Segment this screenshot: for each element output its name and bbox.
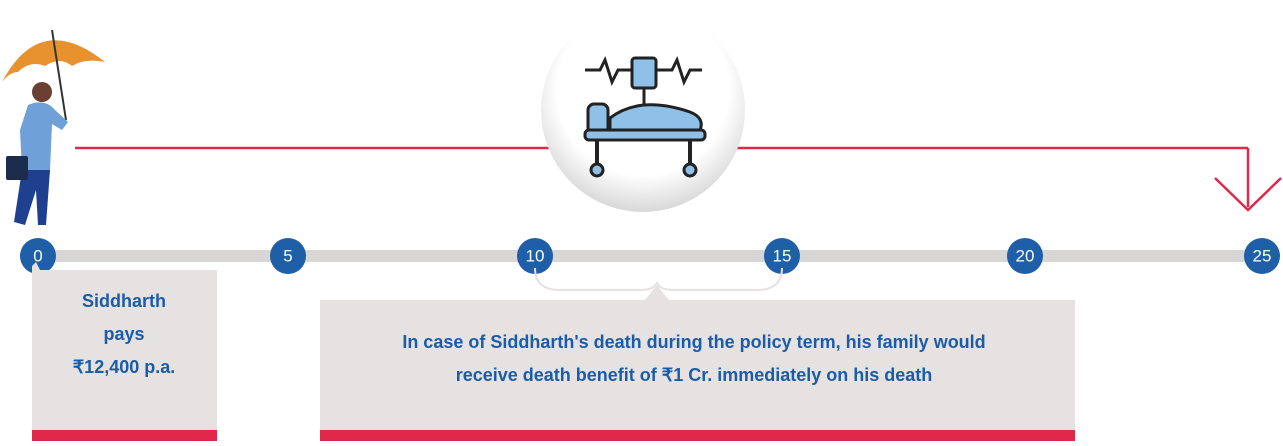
- tick-label: 25: [1253, 246, 1272, 265]
- infographic: 0 5 10 15 20 25 Siddharth pays ₹12,400 p.a. In …: [0, 0, 1283, 441]
- timeline-track: [38, 250, 1262, 262]
- payment-line: pays: [103, 324, 144, 344]
- payment-box: [32, 262, 217, 441]
- benefit-line: receive death benefit of ₹1 Cr. immediat…: [456, 365, 933, 385]
- tick-label: 0: [33, 246, 42, 265]
- tick-label: 15: [773, 246, 792, 265]
- payment-line: Siddharth: [82, 291, 166, 311]
- hospital-icon: [541, 8, 745, 212]
- benefit-line: In case of Siddharth's death during the …: [402, 332, 985, 352]
- benefit-box: [320, 268, 1075, 441]
- tick-label: 20: [1016, 246, 1035, 265]
- payment-line: ₹12,400 p.a.: [73, 357, 176, 377]
- tick-label: 5: [283, 246, 292, 265]
- person-icon: [2, 30, 105, 225]
- tick-label: 10: [526, 246, 545, 265]
